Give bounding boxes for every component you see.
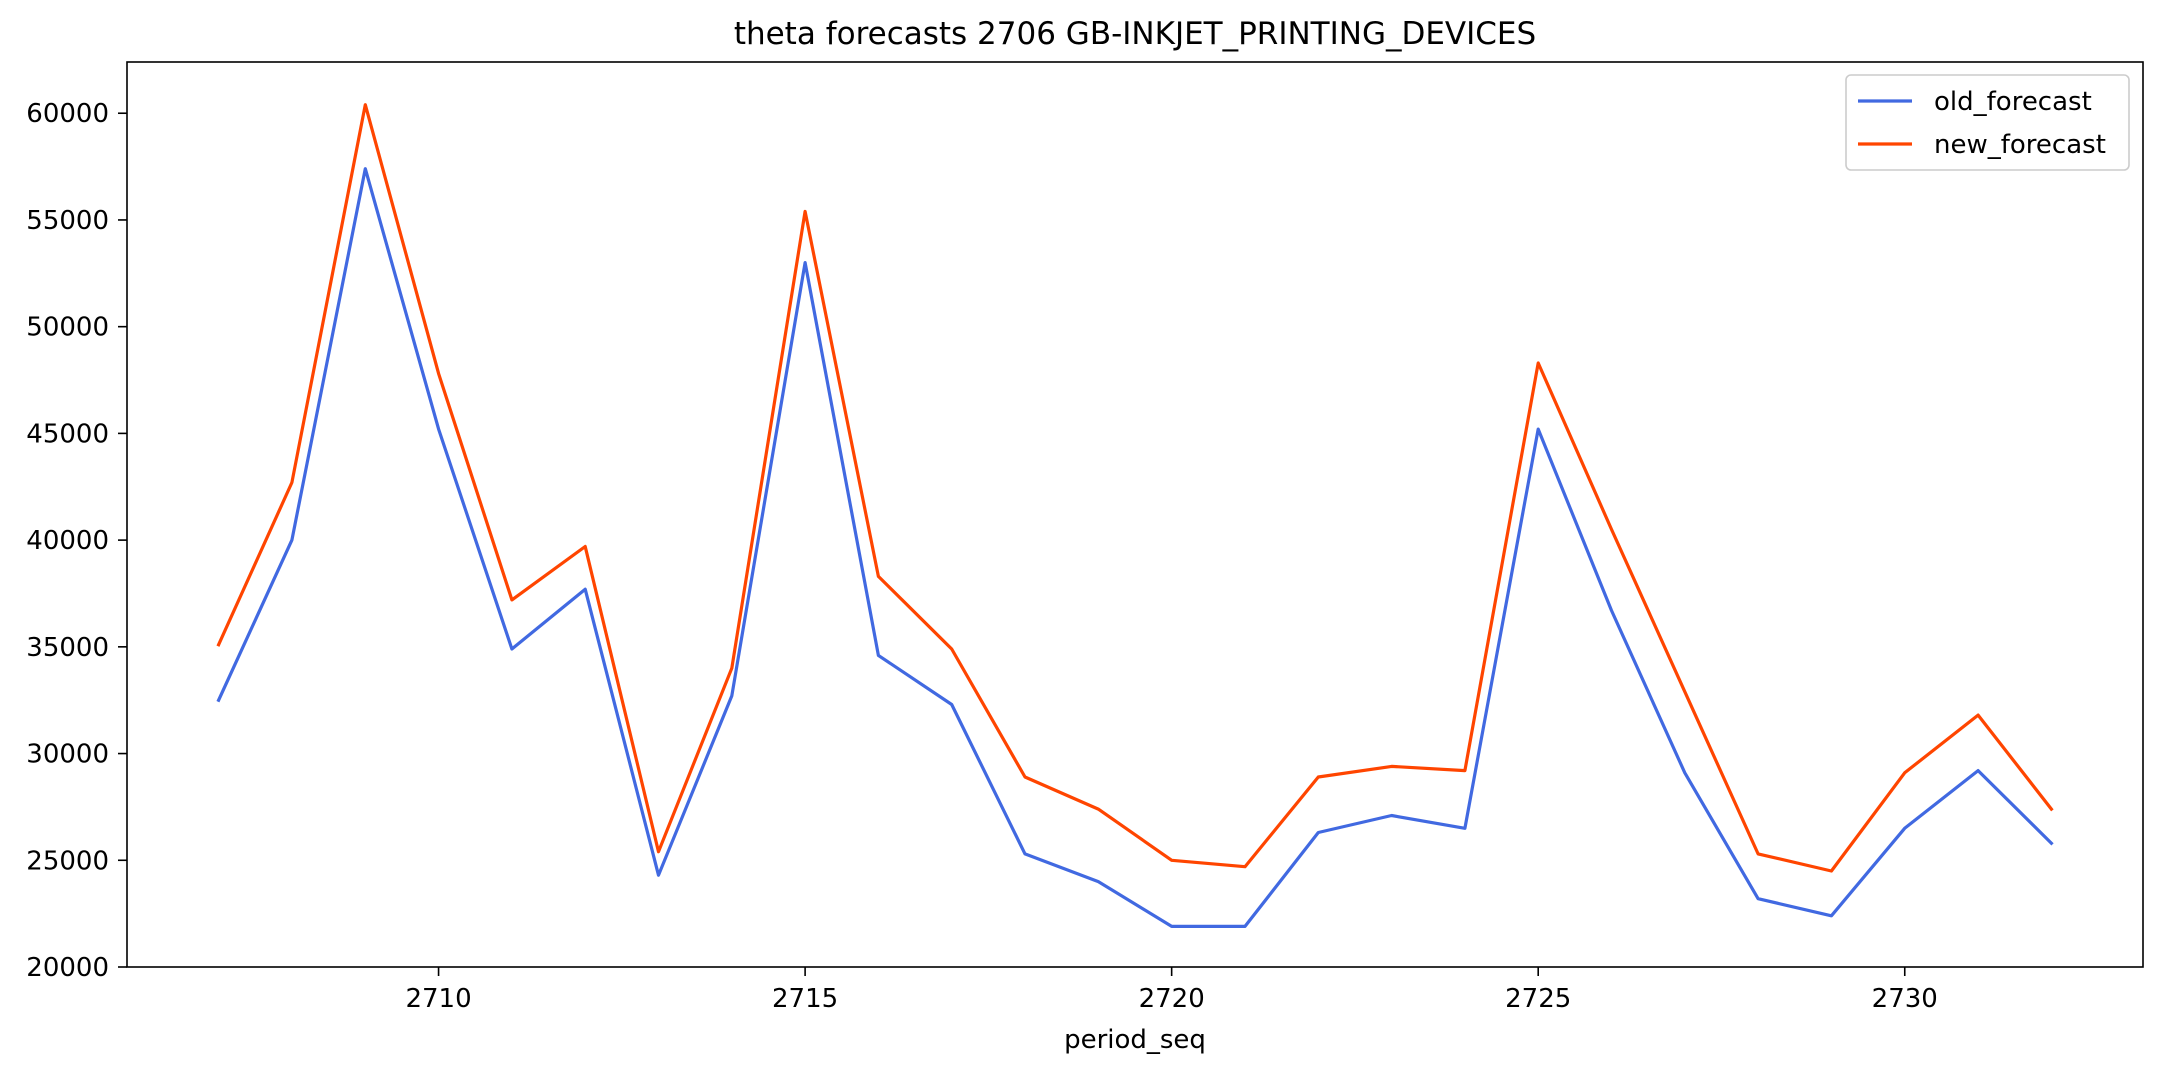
- legend-box: [1845, 74, 2130, 171]
- y-tick-label: 50000: [26, 313, 109, 343]
- x-tick-label: 2725: [1505, 984, 1571, 1014]
- series-line-old_forecast: [216, 167, 2054, 929]
- y-tick-label: 35000: [26, 633, 109, 663]
- legend-label-old_forecast: old_forecast: [1934, 87, 2092, 117]
- x-tick-label: 2730: [1872, 984, 1938, 1014]
- y-tick-label: 20000: [26, 953, 109, 983]
- series-line-new_forecast: [216, 103, 2054, 873]
- y-tick-label: 30000: [26, 740, 109, 770]
- axes: 2710 2715 2720 2725 2730 20000 25000 30000 35000…: [26, 61, 2144, 1014]
- x-axis-title: period_seq: [1064, 1025, 1206, 1055]
- x-tick-label: 2710: [405, 984, 471, 1014]
- y-tick-label: 25000: [26, 846, 109, 876]
- y-tick-label: 60000: [26, 99, 109, 129]
- plot-area: [216, 103, 2054, 929]
- chart-title: theta forecasts 2706 GB-INKJET_PRINTING_…: [734, 16, 1536, 52]
- legend: old_forecast new_forecast: [1845, 74, 2130, 171]
- y-tick-label: 40000: [26, 526, 109, 556]
- legend-label-new_forecast: new_forecast: [1934, 130, 2106, 160]
- y-tick-label: 55000: [26, 206, 109, 236]
- x-tick-label: 2720: [1139, 984, 1205, 1014]
- x-tick-label: 2715: [772, 984, 838, 1014]
- y-tick-label: 45000: [26, 419, 109, 449]
- axes-frame: [126, 61, 2144, 968]
